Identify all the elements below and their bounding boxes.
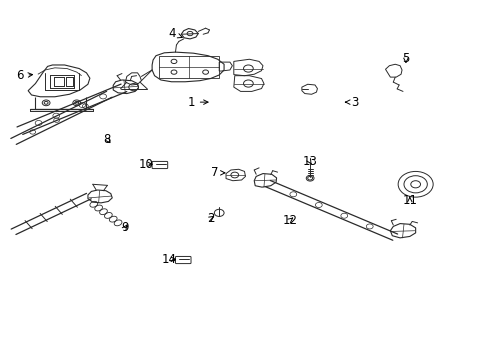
- Text: 14: 14: [162, 253, 177, 266]
- Text: 8: 8: [103, 133, 111, 146]
- Text: 9: 9: [122, 221, 129, 234]
- Text: 5: 5: [402, 52, 409, 65]
- Text: 3: 3: [345, 96, 358, 109]
- Text: 6: 6: [16, 69, 33, 82]
- Text: 4: 4: [168, 27, 182, 40]
- Text: 10: 10: [139, 158, 153, 171]
- Text: 2: 2: [206, 212, 214, 225]
- Text: 12: 12: [282, 213, 297, 226]
- Text: 7: 7: [210, 166, 224, 179]
- Text: 11: 11: [402, 194, 416, 207]
- Text: 13: 13: [302, 155, 316, 168]
- Text: 1: 1: [187, 96, 207, 109]
